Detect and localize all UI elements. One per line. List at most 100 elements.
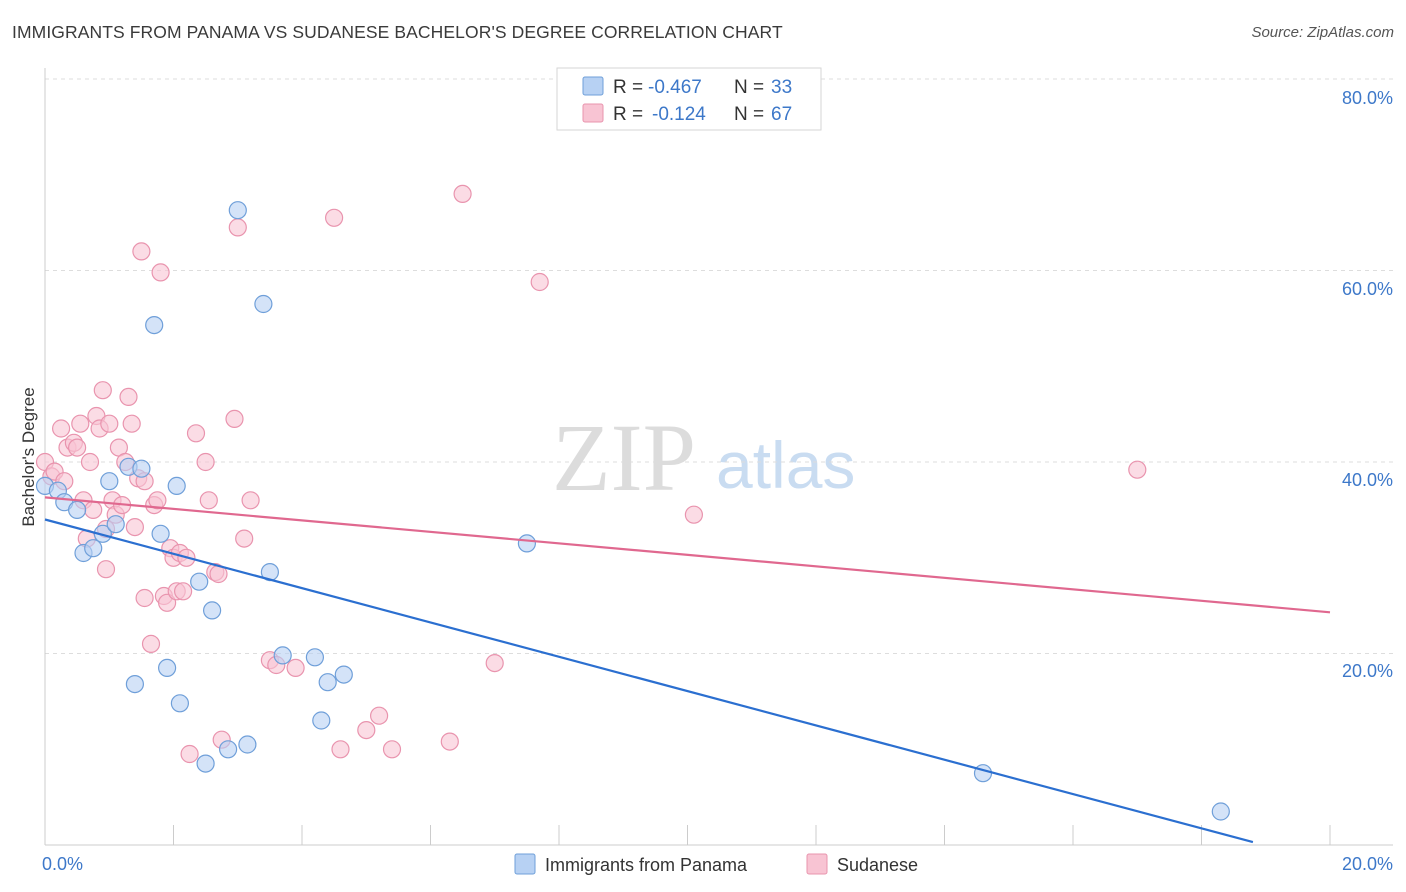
source-credit: Source: ZipAtlas.com bbox=[1251, 24, 1394, 41]
sudanese-point bbox=[67, 438, 87, 457]
sudanese-point bbox=[180, 744, 199, 764]
panama-trend-line bbox=[44, 518, 1254, 844]
stats-box: R = -0.467 N = 33 R = -0.124 N = 67 bbox=[556, 67, 822, 131]
sudanese-point bbox=[151, 263, 170, 282]
panama-point bbox=[100, 472, 119, 491]
sudanese-point bbox=[132, 242, 151, 261]
sudanese-point bbox=[93, 381, 112, 400]
sudanese-point bbox=[100, 414, 119, 433]
stats-n-value-panama: 33 bbox=[771, 77, 792, 98]
panama-point bbox=[170, 694, 189, 713]
panama-point bbox=[517, 534, 537, 553]
stats-r-value-panama: -0.467 bbox=[648, 77, 702, 98]
panama-point bbox=[190, 572, 209, 591]
sudanese-point bbox=[122, 414, 141, 433]
sudanese-point bbox=[199, 491, 218, 510]
sudanese-point bbox=[286, 658, 305, 678]
legend-swatch-panama bbox=[514, 853, 536, 875]
watermark-zip: ZIP bbox=[552, 404, 696, 511]
sudanese-point bbox=[485, 653, 504, 673]
panama-point bbox=[219, 740, 238, 759]
sudanese-point bbox=[357, 720, 376, 740]
sudanese-point bbox=[453, 184, 472, 203]
y-axis-title: Bachelor's Degree bbox=[19, 387, 38, 526]
sudanese-point bbox=[331, 740, 350, 759]
sudanese-points bbox=[35, 184, 1147, 764]
panama-point bbox=[203, 601, 222, 620]
legend: Immigrants from Panama Sudanese bbox=[514, 853, 918, 875]
stats-r-label-sudanese: R = bbox=[613, 104, 643, 125]
stats-r-label-panama: R = bbox=[613, 77, 643, 98]
panama-points bbox=[35, 201, 1230, 821]
legend-swatch-sudanese bbox=[806, 853, 828, 875]
panama-point bbox=[67, 500, 87, 519]
y-tick-label-20: 20.0% bbox=[1342, 661, 1393, 681]
sudanese-point bbox=[174, 582, 193, 601]
y-axis-tick-labels: 80.0% 60.0% 40.0% 20.0% bbox=[1342, 88, 1393, 681]
legend-item-panama[interactable]: Immigrants from Panama bbox=[514, 853, 748, 875]
sudanese-point bbox=[241, 491, 260, 510]
sudanese-point bbox=[530, 272, 549, 292]
sudanese-point bbox=[135, 588, 154, 608]
watermark: ZIP atlas bbox=[552, 404, 855, 511]
sudanese-point bbox=[440, 732, 459, 751]
panama-point bbox=[167, 476, 186, 495]
panama-point bbox=[318, 673, 337, 692]
sudanese-point bbox=[196, 452, 215, 472]
panama-point bbox=[106, 515, 125, 534]
sudanese-point bbox=[71, 414, 90, 433]
sudanese-point bbox=[186, 424, 206, 443]
x-tick-label-max: 20.0% bbox=[1342, 854, 1393, 874]
sudanese-point bbox=[119, 387, 138, 406]
sudanese-point bbox=[235, 529, 254, 548]
legend-label-panama: Immigrants from Panama bbox=[545, 855, 748, 875]
panama-point bbox=[273, 646, 292, 665]
chart-title: IMMIGRANTS FROM PANAMA VS SUDANESE BACHE… bbox=[12, 22, 783, 42]
stats-n-value-sudanese: 67 bbox=[771, 104, 792, 125]
sudanese-point bbox=[1128, 460, 1147, 479]
sudanese-trend-line bbox=[44, 496, 1331, 614]
sudanese-point bbox=[141, 634, 161, 654]
panama-point bbox=[305, 648, 324, 667]
sudanese-point bbox=[125, 517, 144, 537]
sudanese-point bbox=[96, 560, 116, 579]
legend-item-sudanese[interactable]: Sudanese bbox=[806, 853, 918, 875]
stats-r-value-sudanese: -0.124 bbox=[652, 104, 706, 125]
sudanese-point bbox=[370, 706, 389, 725]
panama-point bbox=[973, 764, 993, 783]
panama-point bbox=[151, 524, 170, 543]
stats-n-label-panama: N = bbox=[734, 77, 764, 98]
panama-point bbox=[132, 459, 151, 478]
sudanese-point bbox=[684, 505, 704, 524]
x-tick-label-min: 0.0% bbox=[42, 854, 83, 874]
panama-point bbox=[312, 711, 331, 730]
panama-point bbox=[238, 735, 257, 754]
y-tick-label-80: 80.0% bbox=[1342, 88, 1393, 108]
trend-lines bbox=[44, 496, 1331, 844]
panama-point bbox=[254, 294, 273, 314]
panama-point bbox=[84, 539, 103, 558]
watermark-atlas: atlas bbox=[716, 428, 855, 502]
sudanese-point bbox=[148, 491, 167, 510]
sudanese-point bbox=[325, 208, 344, 227]
grid-lines bbox=[45, 78, 1393, 654]
legend-label-sudanese: Sudanese bbox=[837, 855, 918, 875]
y-tick-label-60: 60.0% bbox=[1342, 279, 1393, 299]
panama-point bbox=[196, 754, 215, 773]
x-axis-ticks bbox=[173, 825, 1331, 845]
panama-point bbox=[228, 201, 247, 220]
stats-swatch-sudanese bbox=[582, 103, 604, 123]
stats-swatch-panama bbox=[582, 76, 604, 96]
sudanese-point bbox=[51, 419, 71, 438]
sudanese-point bbox=[382, 740, 402, 759]
sudanese-point bbox=[228, 218, 247, 237]
panama-point bbox=[158, 658, 177, 678]
panama-point bbox=[334, 665, 353, 684]
y-tick-label-40: 40.0% bbox=[1342, 470, 1393, 490]
sudanese-point bbox=[80, 452, 100, 472]
panama-point bbox=[145, 316, 164, 335]
sudanese-point bbox=[84, 500, 103, 519]
stats-n-label-sudanese: N = bbox=[734, 104, 764, 125]
panama-point bbox=[125, 674, 144, 694]
